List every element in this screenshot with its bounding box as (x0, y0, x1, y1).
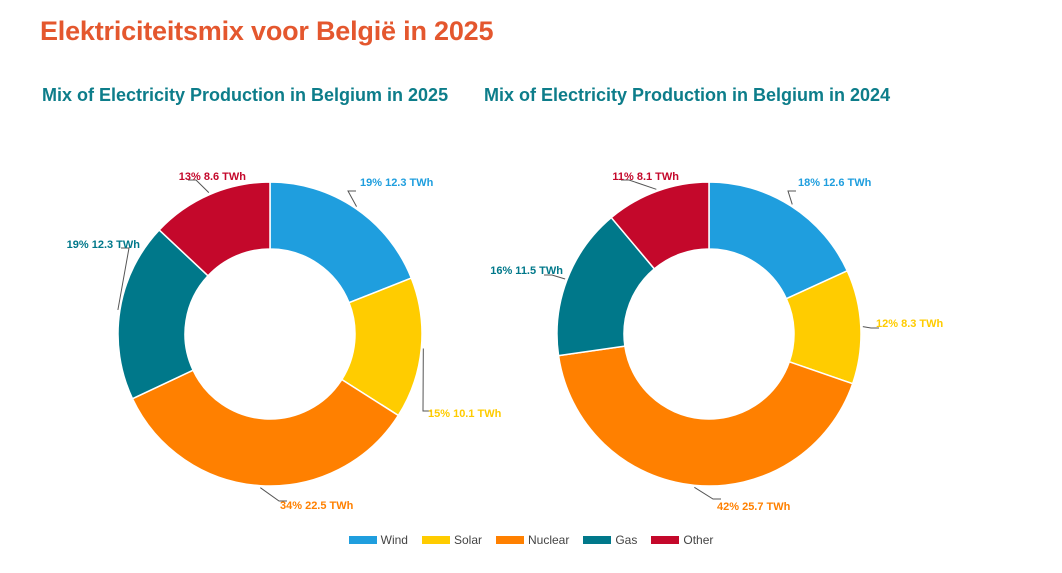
leader-line (787, 190, 796, 205)
leader-line (188, 179, 210, 194)
data-label-wind: 19% 12.3 TWh (360, 177, 434, 189)
legend-label: Gas (615, 533, 638, 547)
legend-label: Other (683, 533, 714, 547)
data-label-solar: 12% 8.3 TWh (876, 318, 944, 330)
legend-swatch (421, 536, 450, 544)
page-title: Elektriciteitsmix voor België in 2025 (40, 16, 494, 46)
legend-item-wind: Wind (348, 533, 408, 547)
leader-line (544, 274, 566, 280)
data-label-wind: 18% 12.6 TWh (798, 177, 872, 189)
leader-line (347, 190, 357, 207)
legend-label: Solar (453, 533, 482, 547)
legend-swatch (583, 536, 612, 544)
legend-label: Nuclear (527, 533, 570, 547)
leader-line (260, 487, 287, 502)
legend-item-other: Other (651, 533, 713, 547)
leader-line (422, 348, 431, 412)
legend-item-gas: Gas (583, 533, 637, 547)
data-label-gas: 16% 11.5 TWh (490, 265, 563, 277)
legend-item-nuclear: Nuclear (495, 533, 570, 547)
legend: Wind Solar Nuclear Gas Other (0, 533, 1062, 547)
slice-wind (269, 181, 413, 304)
legend-swatch (495, 536, 524, 544)
legend-item-solar: Solar (421, 533, 482, 547)
data-label-nuclear: 42% 25.7 TWh (717, 501, 791, 513)
donut-chart-2025: 19% 12.3 TWh 15% 10.1 TWh 34% 22.5 TWh 19% … (67, 171, 502, 512)
data-label-nuclear: 34% 22.5 TWh (280, 500, 354, 512)
chart-title-2025: Mix of Electricity Production in Belgium… (42, 85, 449, 105)
leader-line (694, 486, 721, 500)
slice-nuclear (131, 369, 400, 487)
data-label-gas: 19% 12.3 TWh (67, 239, 141, 251)
donut-chart-2024: 18% 12.6 TWh 12% 8.3 TWh 42% 25.7 TWh 16% 1… (490, 171, 943, 513)
data-label-other: 13% 8.6 TWh (179, 171, 247, 183)
slice-other (158, 181, 271, 277)
legend-swatch (651, 536, 680, 544)
slice-nuclear (557, 345, 854, 487)
leader-line (862, 326, 879, 329)
slice-other (610, 181, 710, 270)
leader-line (621, 179, 657, 190)
legend-label: Wind (380, 533, 408, 547)
data-label-solar: 15% 10.1 TWh (428, 408, 502, 420)
legend-swatch (348, 536, 377, 544)
data-label-other: 11% 8.1 TWh (612, 171, 679, 183)
leader-line (117, 247, 130, 310)
chart-title-2024: Mix of Electricity Production in Belgium… (484, 85, 891, 105)
